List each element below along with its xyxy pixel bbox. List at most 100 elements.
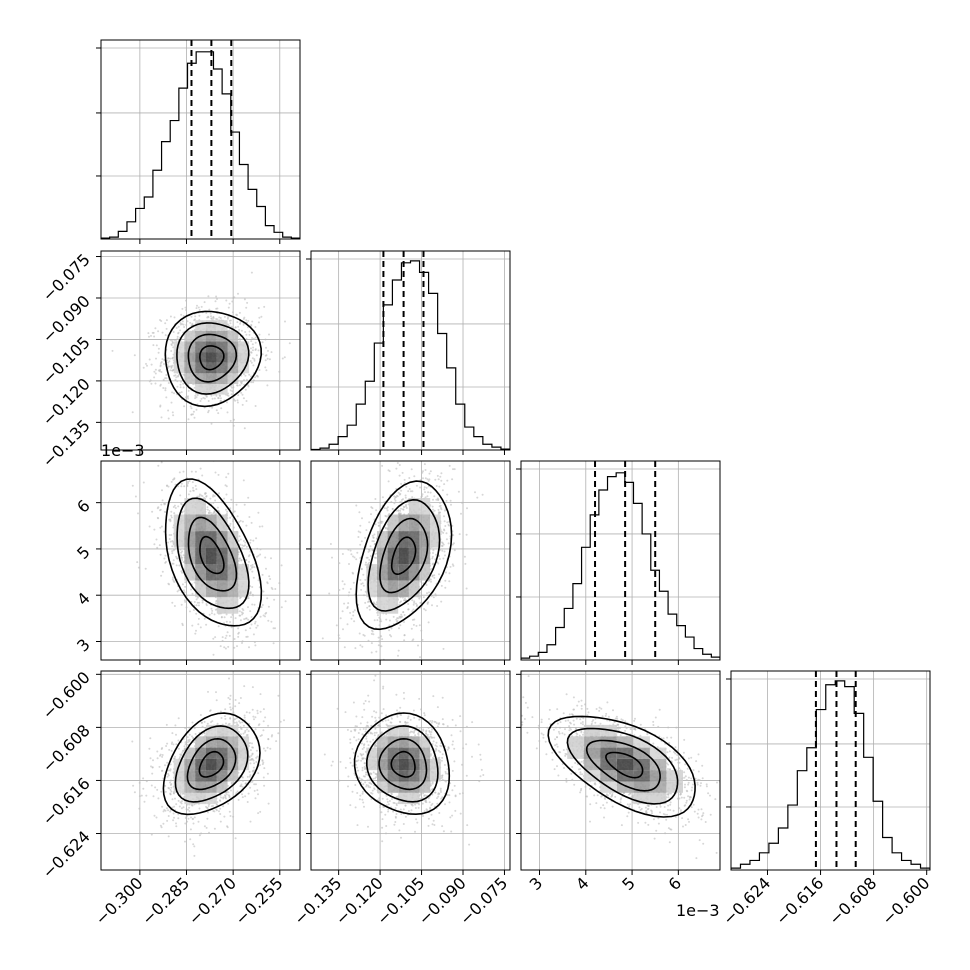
sample-point: [426, 495, 429, 498]
sample-point: [159, 384, 162, 387]
density-cell: [238, 341, 250, 352]
sample-point: [161, 358, 164, 361]
sample-point: [148, 747, 151, 750]
density-cell: [184, 373, 196, 384]
sample-point: [165, 374, 168, 376]
sample-point: [191, 481, 194, 484]
sample-point: [131, 411, 134, 414]
sample-point: [404, 496, 407, 499]
sample-point: [225, 493, 228, 496]
sample-point: [264, 359, 267, 362]
sample-point: [243, 503, 246, 506]
sample-point: [188, 738, 191, 741]
sample-point: [352, 610, 355, 613]
sample-point: [252, 381, 255, 384]
sample-point: [428, 472, 431, 475]
sample-point: [256, 547, 259, 550]
sample-point: [162, 810, 165, 813]
sample-point: [362, 573, 365, 576]
sample-point: [410, 468, 413, 471]
sample-point: [177, 485, 180, 488]
sample-point: [208, 308, 211, 311]
sample-point: [195, 408, 198, 411]
density-cell: [419, 514, 431, 531]
sample-point: [244, 541, 247, 544]
density-cell: [195, 514, 206, 531]
sample-point: [208, 613, 211, 616]
sample-point: [260, 606, 263, 609]
sample-point: [429, 470, 432, 473]
sample-point: [157, 347, 160, 350]
sample-point: [215, 307, 218, 310]
sample-point: [170, 350, 173, 352]
sample-point: [444, 554, 446, 557]
sample-point: [385, 507, 388, 510]
density-cell: [216, 352, 228, 363]
sample-point: [400, 482, 403, 485]
sample-point: [229, 322, 232, 325]
sample-point: [165, 319, 168, 322]
sample-point: [219, 820, 222, 823]
sample-point: [201, 601, 204, 604]
sample-point: [403, 621, 405, 623]
sample-point: [242, 540, 245, 542]
sample-point: [348, 563, 350, 565]
sample-point: [253, 358, 256, 361]
density-cell: [419, 498, 431, 515]
sample-point: [270, 586, 273, 589]
density-cell: [184, 531, 196, 548]
sample-point: [180, 570, 183, 573]
sample-point: [437, 498, 440, 501]
sample-point: [192, 486, 194, 489]
sample-point: [360, 540, 363, 543]
sample-point: [156, 757, 159, 760]
sample-point: [397, 491, 400, 494]
sample-point: [204, 727, 207, 729]
sample-point: [378, 624, 381, 627]
density-cell: [408, 564, 420, 581]
sample-point: [249, 539, 252, 542]
sample-point: [183, 405, 186, 408]
sample-point: [368, 671, 370, 673]
sample-point: [252, 594, 254, 597]
sample-point: [218, 394, 221, 397]
sample-point: [179, 548, 182, 551]
sample-point: [377, 644, 380, 647]
sample-point: [182, 554, 185, 557]
sample-point: [212, 512, 215, 515]
sample-point: [424, 454, 426, 456]
sample-point: [165, 484, 168, 487]
sample-point: [181, 583, 184, 586]
sample-point: [231, 311, 234, 314]
sample-point: [373, 543, 376, 546]
sample-point: [249, 568, 252, 571]
sample-point: [237, 798, 240, 801]
sample-point: [242, 479, 245, 482]
sample-point: [172, 331, 175, 333]
sample-point: [183, 485, 186, 488]
sample-point: [240, 391, 243, 394]
sample-point: [335, 624, 338, 627]
density-shading: [173, 320, 250, 395]
sample-point: [131, 484, 134, 487]
sample-point: [179, 801, 182, 804]
sample-point: [390, 627, 393, 630]
density-cell: [227, 597, 239, 614]
sample-point: [153, 543, 156, 546]
sample-point: [175, 825, 178, 828]
sample-point: [453, 549, 456, 552]
sample-point: [203, 397, 206, 400]
sample-point: [368, 548, 371, 551]
sample-point: [172, 812, 175, 815]
sample-point: [247, 618, 250, 621]
sample-point: [443, 515, 445, 518]
sample-point: [178, 471, 181, 474]
sample-point: [284, 600, 287, 603]
sample-point: [262, 729, 265, 732]
sample-point: [445, 499, 448, 502]
density-cell: [366, 564, 377, 581]
sample-point: [229, 319, 232, 322]
sample-point: [153, 376, 156, 379]
sample-point: [248, 516, 251, 518]
sample-point: [343, 646, 346, 649]
